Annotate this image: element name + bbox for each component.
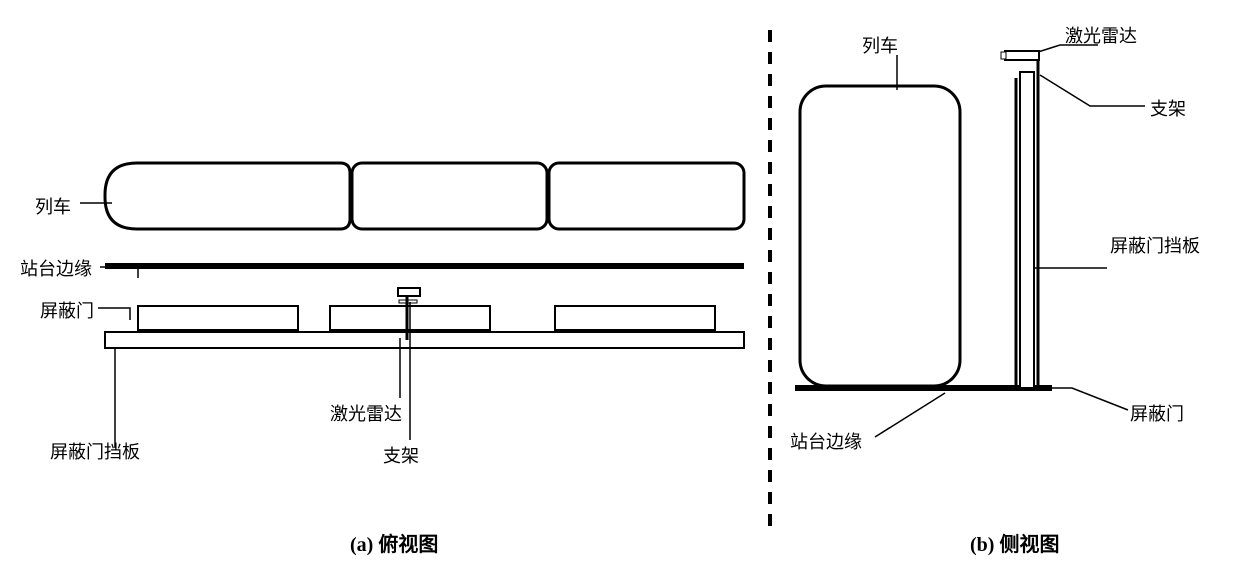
label-screen-baffle-left: 屏蔽门挡板 — [50, 438, 140, 464]
label-screen-door-right: 屏蔽门 — [1130, 400, 1184, 426]
label-lidar-right: 激光雷达 — [1065, 22, 1137, 48]
label-train-left: 列车 — [35, 193, 71, 219]
diagram-canvas — [0, 0, 1239, 580]
label-screen-door-left: 屏蔽门 — [40, 297, 94, 323]
label-screen-baffle-right: 屏蔽门挡板 — [1110, 232, 1200, 258]
label-train-right: 列车 — [862, 32, 898, 58]
label-bracket-left: 支架 — [383, 442, 419, 468]
caption-a: (a) 俯视图 — [350, 528, 438, 557]
label-lidar-left: 激光雷达 — [330, 400, 402, 426]
caption-b: (b) 侧视图 — [970, 528, 1059, 557]
label-bracket-right: 支架 — [1150, 95, 1186, 121]
label-platform-edge-left: 站台边缘 — [20, 255, 92, 281]
label-platform-edge-right: 站台边缘 — [790, 428, 862, 454]
